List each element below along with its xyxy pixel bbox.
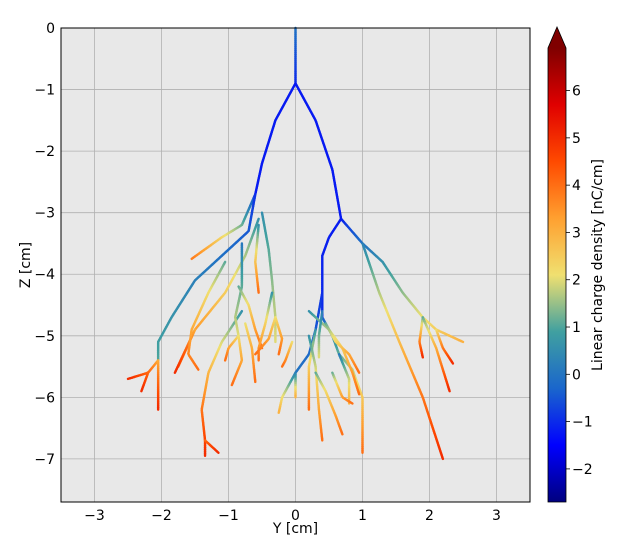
x-axis-label: Y [cm] bbox=[272, 521, 318, 537]
channel-series bbox=[244, 322, 257, 384]
channel-segment bbox=[356, 369, 361, 374]
colorbar-tick-label: 0 bbox=[572, 367, 581, 383]
channel-segment bbox=[195, 366, 200, 371]
channel-series bbox=[337, 353, 351, 405]
channel-series bbox=[421, 316, 451, 393]
channel-series bbox=[280, 340, 294, 368]
x-tick-label: 2 bbox=[425, 508, 434, 524]
y-tick-label: −1 bbox=[34, 83, 55, 99]
channel-series bbox=[140, 371, 150, 393]
colorbar-tick-label: −2 bbox=[572, 462, 593, 478]
channel-series bbox=[331, 371, 354, 405]
plot-frame bbox=[60, 27, 531, 503]
y-tick-label: −6 bbox=[34, 390, 55, 406]
channel-series bbox=[361, 242, 445, 461]
y-tick-label: 0 bbox=[46, 21, 55, 37]
channel-segment bbox=[190, 256, 195, 261]
x-tick-label: 3 bbox=[492, 508, 501, 524]
colorbar-tick-label: 3 bbox=[572, 225, 581, 241]
channel-series bbox=[187, 260, 227, 371]
colorbar-tick-label: 4 bbox=[572, 178, 581, 194]
channel-series bbox=[203, 439, 220, 454]
colorbar-tick-label: 5 bbox=[572, 131, 581, 147]
colorbar-extend-arrow bbox=[548, 27, 566, 48]
channel-series bbox=[254, 316, 277, 356]
channel-segment bbox=[126, 377, 132, 381]
channel-segment bbox=[441, 455, 445, 461]
channel-segment bbox=[357, 391, 361, 396]
channel-series bbox=[274, 316, 284, 356]
channel-segment bbox=[340, 431, 344, 436]
colorbar-outline bbox=[547, 25, 567, 503]
channel-series bbox=[260, 211, 277, 344]
y-tick-label: −7 bbox=[34, 452, 55, 468]
channel-segment bbox=[447, 388, 451, 393]
x-tick-label: 1 bbox=[358, 508, 367, 524]
channel-series bbox=[200, 309, 244, 458]
x-tick-label: 0 bbox=[291, 508, 300, 524]
colorbar-tick-label: 1 bbox=[572, 320, 581, 336]
channel-series bbox=[230, 334, 244, 387]
channel-series bbox=[324, 322, 361, 374]
colorbar: −2 −1 0 1 2 3 4 5 6 Linear charge density [nC/cm… bbox=[547, 25, 606, 503]
channel-series bbox=[307, 334, 324, 442]
series-layer bbox=[126, 26, 465, 461]
channel-segment bbox=[254, 351, 258, 356]
plot-area bbox=[60, 26, 531, 503]
colorbar-gradient bbox=[548, 48, 566, 502]
y-tick-label: −5 bbox=[34, 329, 55, 345]
channel-series bbox=[156, 193, 257, 362]
channel-segment bbox=[349, 401, 354, 405]
x-tick-labels: −3 −2 −1 0 1 2 3 bbox=[84, 508, 501, 524]
channel-segment bbox=[215, 450, 220, 454]
channel-series bbox=[418, 316, 424, 359]
colorbar-ticks: −2 −1 0 1 2 3 4 5 6 bbox=[566, 84, 593, 478]
y-tick-label: −3 bbox=[34, 206, 55, 222]
y-axis-label: Z [cm] bbox=[18, 242, 34, 288]
colorbar-tick-label: 6 bbox=[572, 84, 581, 100]
y-tick-label: −4 bbox=[34, 267, 55, 283]
grid bbox=[61, 27, 530, 502]
channel-series bbox=[314, 371, 344, 436]
x-tick-label: −3 bbox=[84, 508, 105, 524]
colorbar-tick-label: 2 bbox=[572, 273, 581, 289]
channel-segment bbox=[450, 360, 455, 365]
y-tick-label: −2 bbox=[34, 144, 55, 160]
y-tick-labels: 0 −1 −2 −3 −4 −5 −6 −7 bbox=[34, 21, 55, 468]
channel-segment bbox=[140, 387, 144, 393]
channel-series bbox=[317, 309, 324, 359]
channel-segment bbox=[173, 369, 177, 374]
x-tick-label: −1 bbox=[218, 508, 239, 524]
channel-segment bbox=[459, 339, 465, 344]
x-tick-label: −2 bbox=[151, 508, 172, 524]
colorbar-tick-label: −1 bbox=[572, 415, 593, 431]
channel-series bbox=[190, 193, 257, 261]
channel-segment bbox=[223, 357, 227, 362]
channel-series bbox=[307, 328, 317, 411]
colorbar-label: Linear charge density [nC/cm] bbox=[590, 159, 606, 371]
channel-series bbox=[294, 82, 343, 221]
channel-series bbox=[435, 328, 455, 365]
channel-segment bbox=[230, 381, 234, 387]
channel-segment bbox=[280, 363, 285, 368]
channel-series bbox=[321, 217, 343, 319]
channel-series bbox=[254, 223, 260, 294]
